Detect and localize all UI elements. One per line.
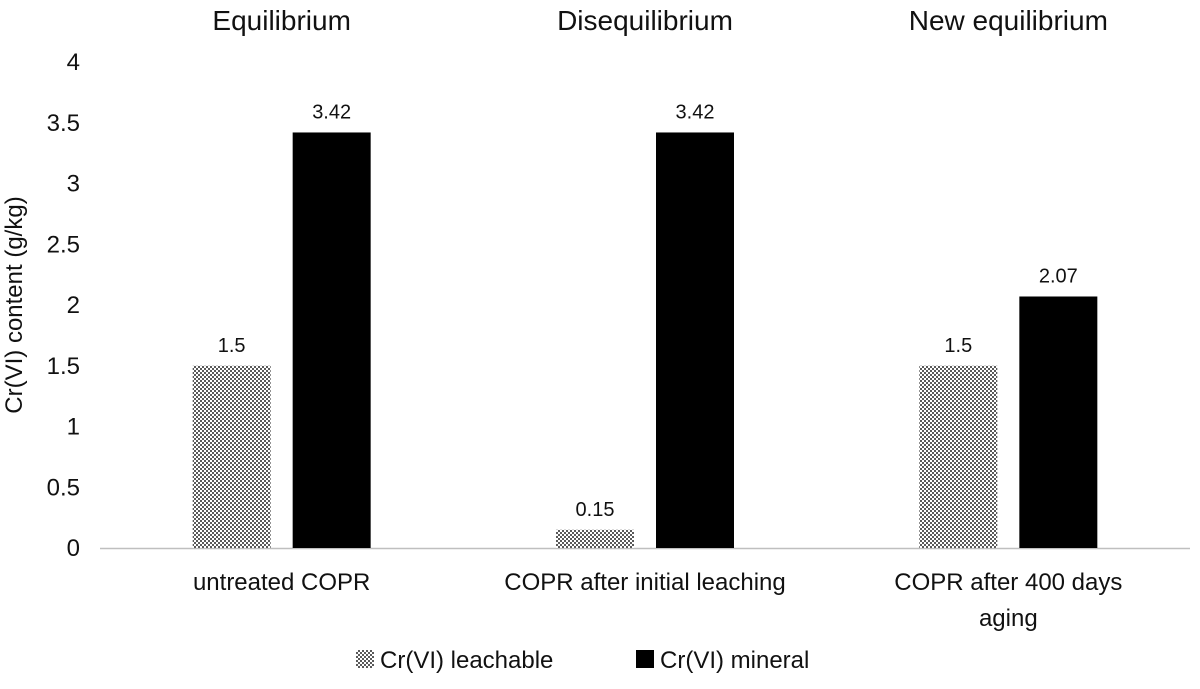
bar-cr-vi-leachable <box>919 365 998 548</box>
data-label: 1.5 <box>218 335 246 357</box>
y-tick-label: 1.5 <box>47 353 80 380</box>
y-tick-label: 0 <box>67 535 80 562</box>
legend-swatch <box>636 650 654 668</box>
data-label: 2.07 <box>1039 265 1078 287</box>
data-label: 0.15 <box>576 499 615 521</box>
category-label: untreated COPR <box>193 569 370 596</box>
category-label: COPR after initial leaching <box>504 569 785 596</box>
y-tick-label: 3.5 <box>47 110 80 137</box>
bar-cr-vi-mineral <box>1019 296 1098 548</box>
legend-label: Cr(VI) mineral <box>660 647 809 674</box>
data-label: 3.42 <box>312 101 351 123</box>
bar-cr-vi-mineral <box>656 132 734 548</box>
y-tick-label: 2.5 <box>47 231 80 258</box>
y-tick-label: 1 <box>67 414 80 441</box>
bar-cr-vi-leachable <box>192 365 271 548</box>
data-label: 3.42 <box>676 101 715 123</box>
legend-label: Cr(VI) leachable <box>380 647 553 674</box>
bar-cr-vi-mineral <box>292 132 371 548</box>
legend-swatch <box>356 650 374 668</box>
y-tick-label: 3 <box>67 171 80 198</box>
data-label: 1.5 <box>944 335 972 357</box>
group-header: Equilibrium <box>212 5 351 36</box>
y-tick-label: 2 <box>67 292 80 319</box>
bar-cr-vi-leachable <box>556 529 634 548</box>
y-tick-label: 4 <box>67 49 80 76</box>
group-header: New equilibrium <box>909 5 1108 36</box>
category-label: aging <box>979 605 1038 632</box>
category-label: COPR after 400 days <box>894 569 1122 596</box>
group-header: Disequilibrium <box>557 5 733 36</box>
y-axis-title: Cr(VI) content (g/kg) <box>1 196 28 413</box>
y-tick-label: 0.5 <box>47 474 80 501</box>
